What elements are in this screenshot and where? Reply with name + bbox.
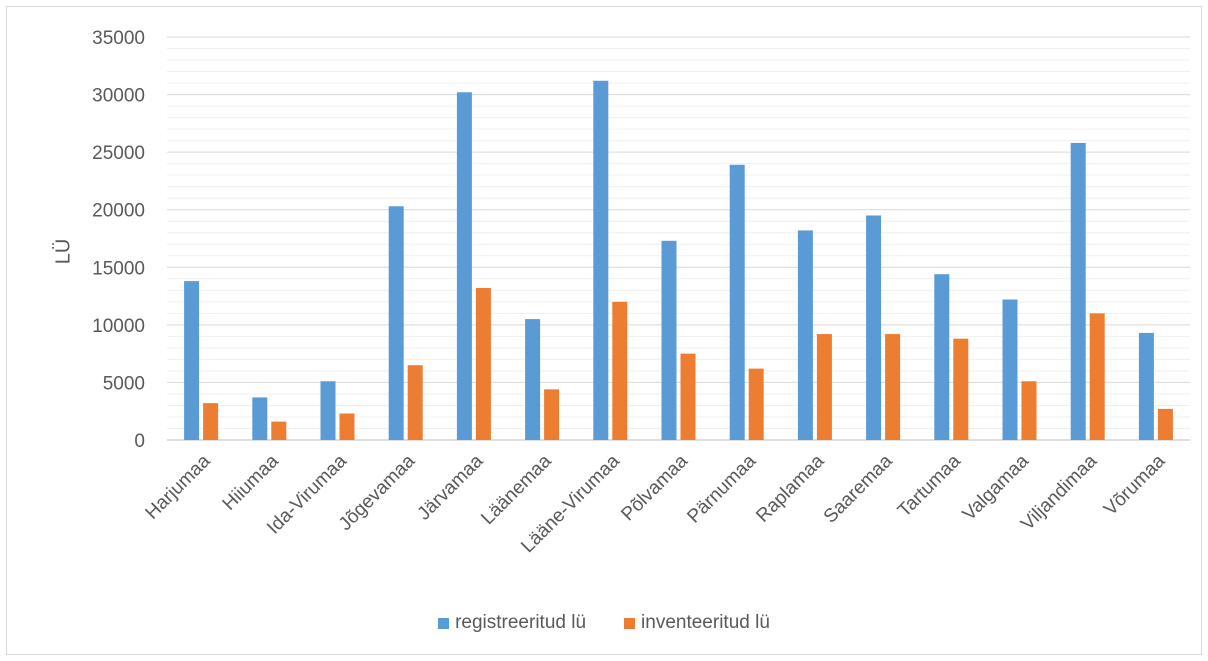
x-tick-label: Põlvamaa — [617, 450, 692, 525]
bar-registreeritud-4 — [456, 92, 472, 441]
bar-registreeritud-14 — [1138, 332, 1154, 440]
chart-frame — [6, 6, 1202, 655]
bar-registreeritud-12 — [1002, 299, 1018, 440]
x-tick-label: Harjumaa — [142, 450, 215, 523]
bar-inventeeritud-11 — [953, 338, 969, 440]
legend-label-inventeeritud: inventeeritud lü — [641, 612, 770, 633]
bar-registreeritud-2 — [320, 381, 336, 440]
bar-inventeeritud-4 — [475, 288, 491, 440]
x-axis-ticks: Harjumaa HiiumaaIda-VirumaaJõgevamaaJärva… — [142, 450, 1170, 557]
y-tick-label: 5000 — [103, 373, 145, 394]
bar-inventeeritud-5 — [544, 389, 560, 440]
x-tick-label: Tartumaa — [894, 450, 965, 521]
y-tick-label: 30000 — [92, 86, 145, 107]
bar-registreeritud-9 — [797, 230, 813, 440]
x-tick-label: Võrumaa — [1100, 450, 1170, 520]
legend-item-inventeeritud: inventeeritud lü — [624, 612, 770, 634]
bar-registreeritud-0 — [184, 281, 200, 440]
bar-registreeritud-7 — [661, 240, 677, 440]
bar-registreeritud-3 — [388, 206, 404, 440]
y-tick-label: 0 — [134, 431, 145, 452]
legend-swatch-inventeeritud — [624, 617, 636, 629]
y-tick-label: 35000 — [92, 28, 145, 49]
legend-item-registreeritud: registreeritud lü — [438, 612, 586, 634]
bar-inventeeritud-1 — [271, 421, 287, 440]
bar-registreeritud-1 — [252, 397, 268, 440]
bar-inventeeritud-10 — [885, 334, 901, 440]
bar-inventeeritud-8 — [748, 368, 764, 440]
bar-registreeritud-11 — [934, 274, 950, 440]
bars — [184, 80, 1173, 441]
gridlines — [167, 36, 1190, 441]
bar-inventeeritud-7 — [680, 353, 696, 440]
x-tick-label: Pärnumaa — [683, 450, 760, 527]
bar-inventeeritud-0 — [203, 403, 219, 440]
y-tick-label: 15000 — [92, 258, 145, 279]
bar-inventeeritud-3 — [407, 365, 423, 440]
legend-swatch-registreeritud — [438, 617, 450, 629]
y-axis-ticks: 0 5000 10000 15000 20000 25000 30000 35000 — [92, 28, 145, 452]
y-axis-label: LÜ — [52, 238, 75, 265]
legend-label-registreeritud: registreeritud lü — [455, 612, 587, 633]
bar-inventeeritud-2 — [339, 413, 355, 440]
bar-registreeritud-10 — [866, 215, 882, 440]
x-tick-label: Hiiumaa — [219, 450, 283, 514]
x-tick-label: Saaremaa — [820, 450, 897, 527]
bar-registreeritud-8 — [729, 164, 745, 440]
y-tick-label: 10000 — [92, 316, 145, 337]
legend: registreeritud lü inventeeritud lü — [0, 611, 1208, 635]
x-tick-label: Raplamaa — [752, 450, 828, 526]
bar-inventeeritud-14 — [1157, 408, 1173, 440]
bar-registreeritud-5 — [525, 319, 541, 440]
bar-registreeritud-13 — [1070, 142, 1086, 440]
x-tick-label: Järvamaa — [414, 450, 488, 524]
y-tick-label: 25000 — [92, 143, 145, 164]
bar-registreeritud-6 — [593, 80, 609, 441]
bar-inventeeritud-6 — [612, 301, 628, 440]
bar-inventeeritud-12 — [1021, 381, 1037, 440]
y-tick-label: 20000 — [92, 201, 145, 222]
bar-inventeeritud-13 — [1089, 313, 1105, 440]
bar-inventeeritud-9 — [816, 334, 832, 440]
